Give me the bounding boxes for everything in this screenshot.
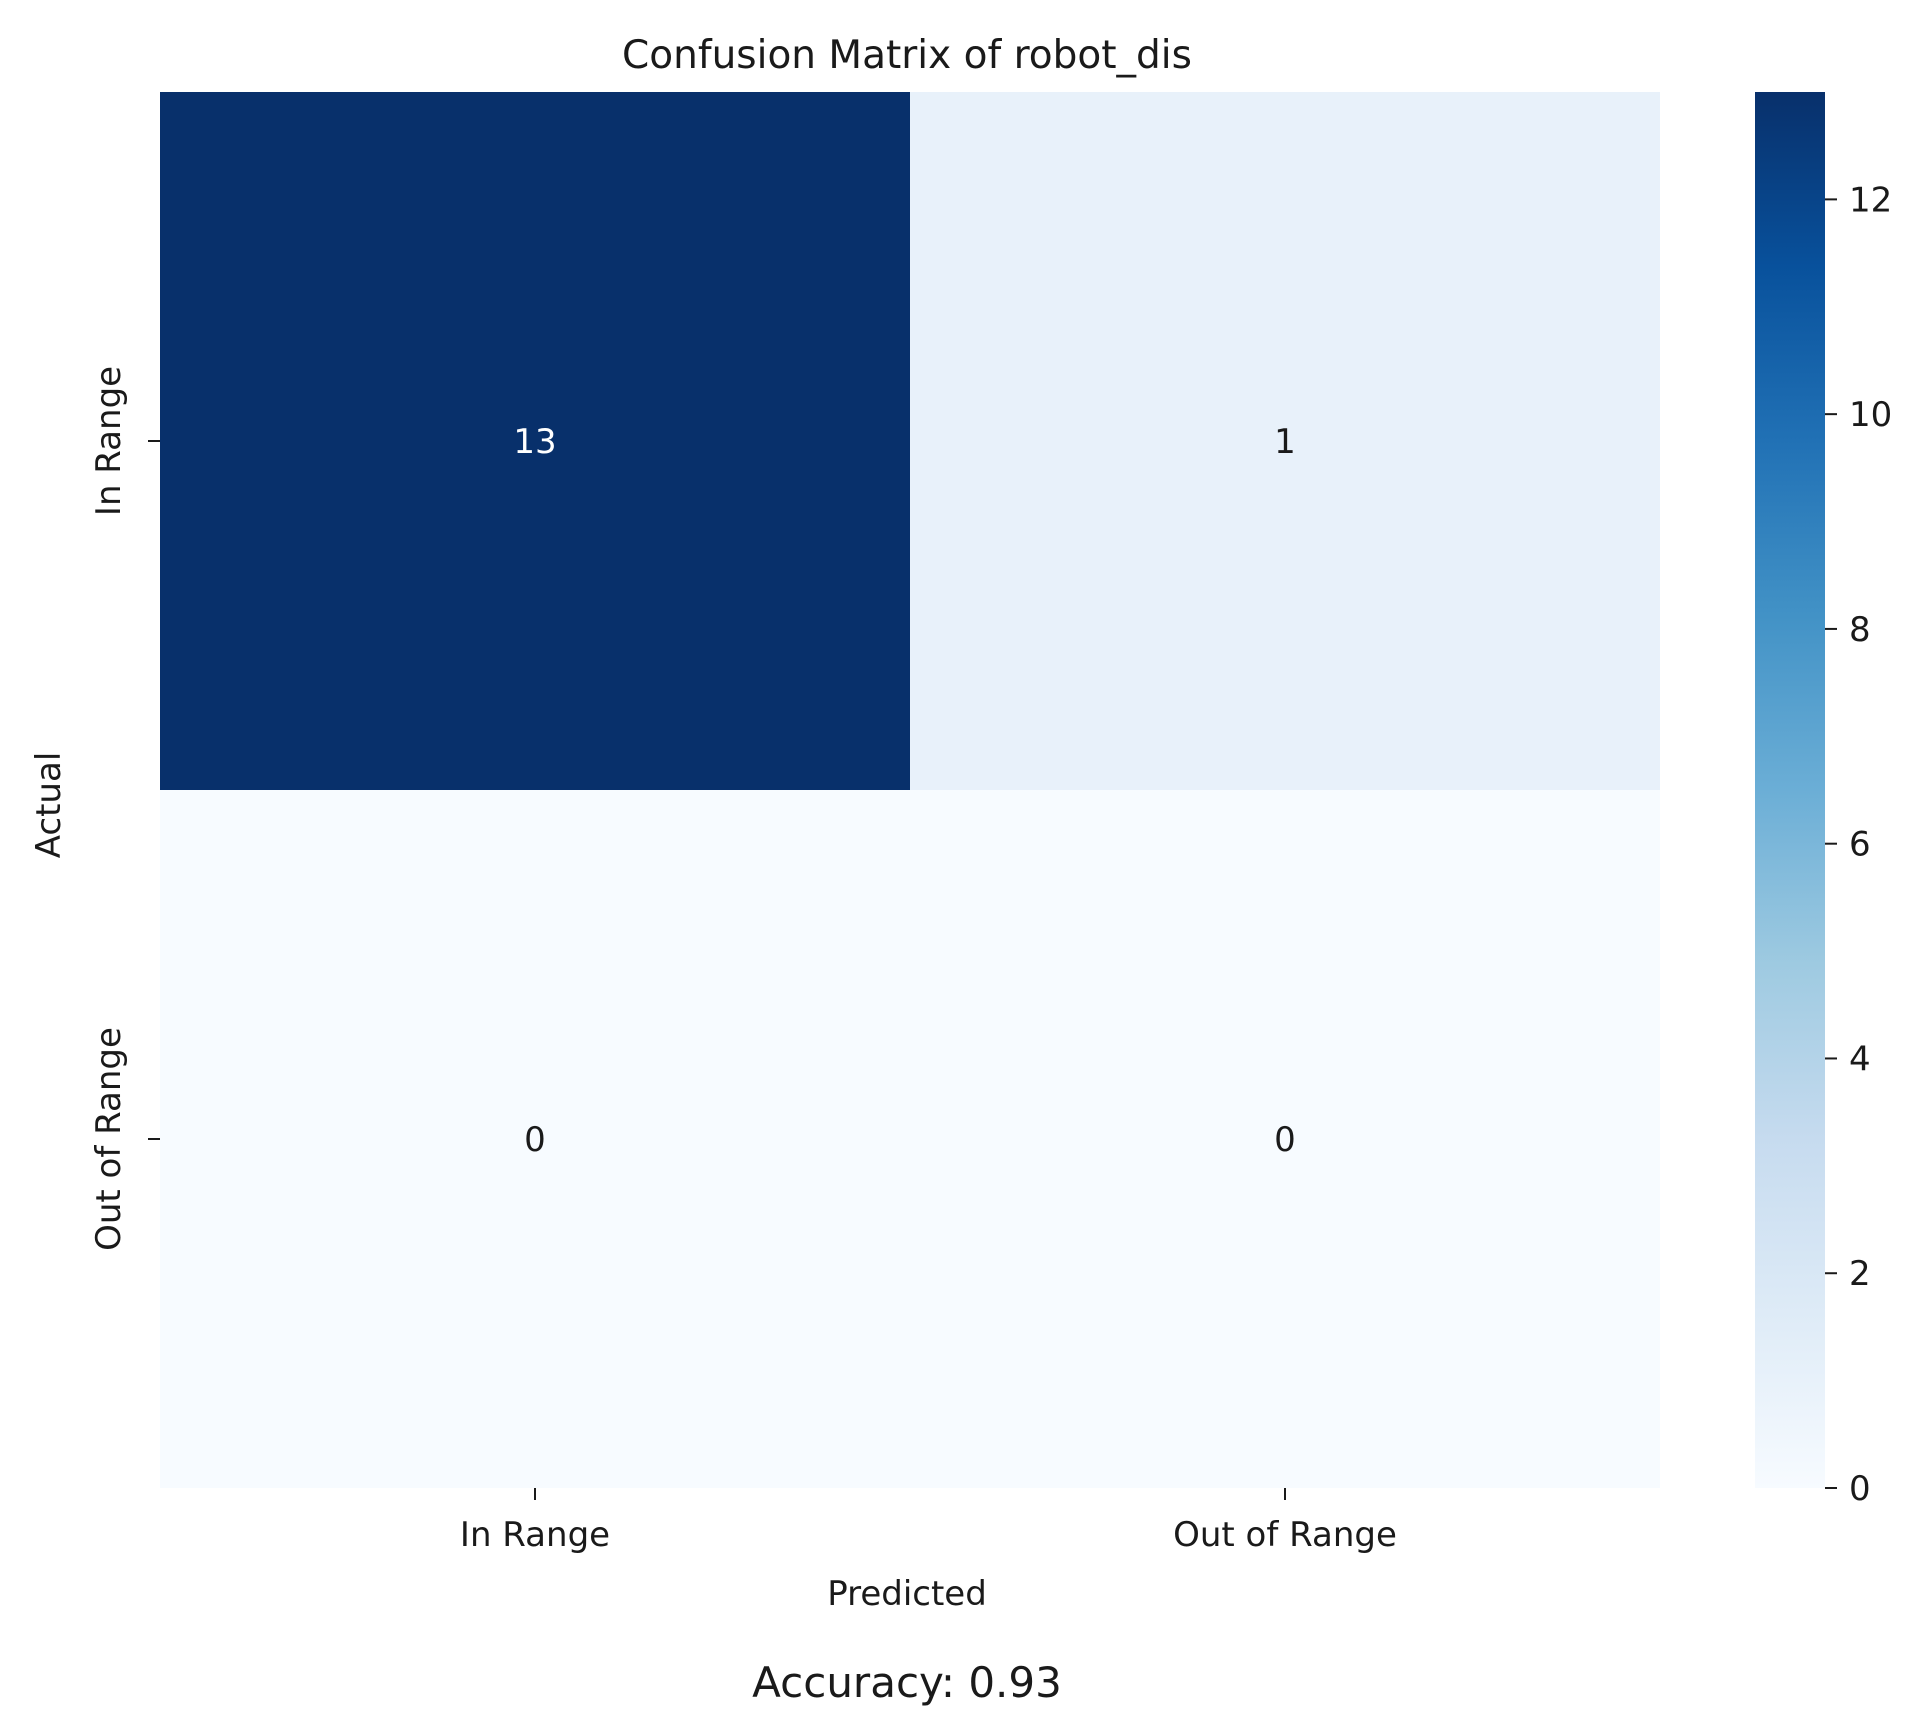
cell-value-label: 1 [1274,422,1296,462]
heatmap-cells [160,92,1660,1488]
x-tick-label: Out of Range [1173,1515,1397,1555]
x-axis-label: Predicted [827,1574,987,1614]
heatmap-cell [160,790,910,1488]
colorbar-tick-label: 6 [1849,825,1871,865]
colorbar [1755,92,1825,1488]
cell-value-label: 13 [513,422,556,462]
y-tick-label: Out of Range [89,1027,129,1251]
x-tick-label: In Range [460,1515,610,1555]
colorbar-tick-label: 12 [1849,180,1892,220]
cell-value-label: 0 [524,1120,546,1160]
x-axis-ticks: In Range Out of Range [460,1488,1397,1555]
heatmap-cell [160,92,910,790]
y-axis-label: Actual [29,752,69,859]
colorbar-tick-label: 10 [1849,395,1892,435]
heatmap-cell [910,790,1660,1488]
colorbar-ticks: 0 2 4 6 8 10 12 [1825,180,1892,1509]
colorbar-tick-label: 8 [1849,610,1871,650]
colorbar-tick-label: 0 [1849,1469,1871,1509]
cell-value-labels: 13 1 0 0 [513,422,1295,1160]
y-tick-label: In Range [89,366,129,516]
accuracy-annotation: Accuracy: 0.93 [752,1658,1062,1707]
heatmap-cell [910,92,1660,790]
chart-title: Confusion Matrix of robot_dis [622,33,1192,78]
y-axis-ticks: In Range Out of Range [89,366,160,1251]
cell-value-label: 0 [1274,1120,1296,1160]
colorbar-tick-label: 2 [1849,1254,1871,1294]
colorbar-tick-label: 4 [1849,1039,1871,1079]
